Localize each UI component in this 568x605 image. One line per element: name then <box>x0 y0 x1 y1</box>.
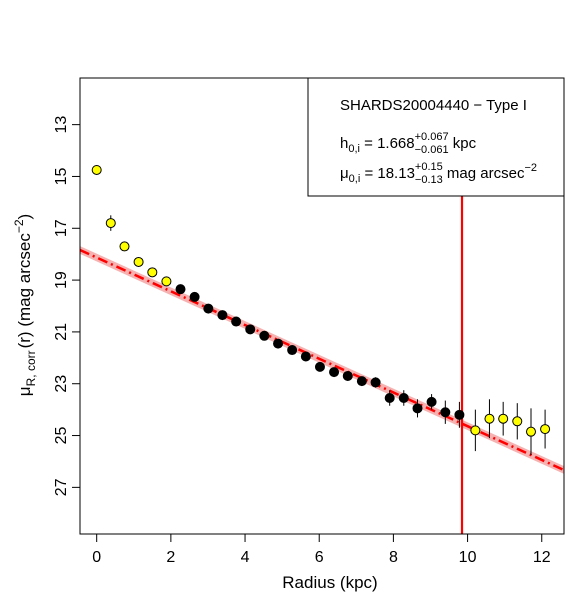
fitted-data-point <box>342 370 353 381</box>
fitted-data-point <box>370 377 381 388</box>
fitted-data-point <box>273 338 284 349</box>
y-axis-label-sub: R, corr <box>24 350 38 386</box>
y-tick-label: 15 <box>53 167 70 185</box>
y-axis: 13 15 17 19 21 23 25 27 <box>53 116 80 496</box>
excluded-data-point <box>498 413 509 424</box>
excluded-data-point <box>133 256 144 267</box>
y-tick-label: 23 <box>53 375 70 393</box>
x-tick-label: 4 <box>241 549 250 566</box>
fitted-data-point <box>189 291 200 302</box>
y-tick-label: 13 <box>53 116 70 134</box>
fitted-data-point <box>175 284 186 295</box>
errorbar-layer <box>96 168 546 455</box>
fitted-data-point <box>384 392 395 403</box>
y-tick-label: 27 <box>53 478 70 496</box>
x-axis-label: Radius (kpc) <box>282 573 377 592</box>
x-tick-label: 0 <box>92 549 101 566</box>
fitted-data-point <box>314 361 325 372</box>
excluded-data-point <box>105 218 116 229</box>
fitted-data-point <box>231 316 242 327</box>
excluded-data-point <box>525 426 536 437</box>
fitted-data-point <box>329 367 340 378</box>
fit-line <box>80 248 564 472</box>
excluded-data-point <box>512 416 523 427</box>
x-tick-label: 10 <box>459 549 477 566</box>
legend-scale-length: h0,i = 1.668+0.067 −0.061 kpc <box>340 131 477 156</box>
excluded-data-point <box>484 413 495 424</box>
y-tick-label: 19 <box>53 271 70 289</box>
legend: SHARDS20004440 − Type I h0,i = 1.668+0.0… <box>307 77 565 197</box>
y-tick-label: 17 <box>53 219 70 237</box>
fitted-data-point <box>426 396 437 407</box>
x-tick-label: 8 <box>389 549 398 566</box>
fitted-data-point <box>203 303 214 314</box>
fitted-data-point <box>356 376 367 387</box>
excluded-data-point <box>540 424 551 435</box>
fitted-data-point <box>217 310 228 321</box>
x-tick-label: 2 <box>166 549 175 566</box>
fitted-data-point <box>412 403 423 414</box>
x-tick-label: 12 <box>533 549 551 566</box>
fitted-data-point <box>398 392 409 403</box>
excluded-data-point <box>147 267 158 278</box>
x-tick-label: 6 <box>315 549 324 566</box>
excluded-data-point <box>119 241 130 252</box>
legend-box <box>307 77 565 197</box>
excluded-data-point <box>91 164 102 175</box>
legend-title: SHARDS20004440 − Type I <box>340 97 527 114</box>
y-axis-label-rest: (r) (mag arcsec <box>15 233 34 349</box>
fit-line-layer <box>80 248 564 472</box>
y-tick-label: 25 <box>53 427 70 445</box>
excluded-data-point <box>470 425 481 436</box>
x-axis: 0 2 4 6 8 10 12 <box>92 534 551 566</box>
fitted-data-point <box>454 409 465 420</box>
y-tick-label: 21 <box>53 323 70 341</box>
y-axis-label-close: ) <box>15 214 34 220</box>
fitted-data-point <box>259 330 270 341</box>
data-point-layer <box>91 164 551 437</box>
fitted-data-point <box>287 345 298 356</box>
fitted-data-point <box>440 407 451 418</box>
legend-central-brightness: μ0,i = 18.13+0.15 −0.13 mag arcsec−2 <box>340 161 537 186</box>
excluded-data-point <box>161 276 172 287</box>
y-axis-label: μR, corr(r) (mag arcsec−2) <box>12 214 38 396</box>
y-axis-label-sup: −2 <box>12 219 26 233</box>
fitted-data-point <box>300 351 311 362</box>
y-axis-label-base: μ <box>15 386 34 396</box>
fitted-data-point <box>245 324 256 335</box>
